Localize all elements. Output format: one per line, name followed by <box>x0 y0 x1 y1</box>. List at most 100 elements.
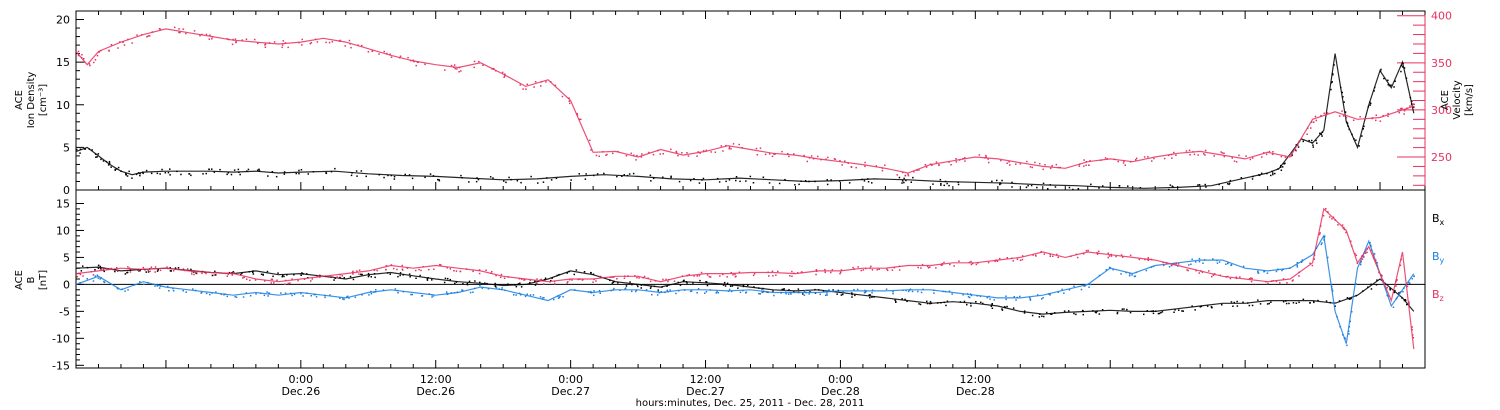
legend-entry-sub: x <box>1440 218 1445 227</box>
data-point <box>1019 163 1022 165</box>
data-point <box>540 81 543 83</box>
data-point <box>284 279 287 282</box>
data-point <box>967 296 970 298</box>
data-point <box>869 267 871 269</box>
data-point <box>301 38 303 41</box>
data-point <box>1046 311 1048 314</box>
data-point <box>1315 247 1318 249</box>
data-point <box>312 171 315 173</box>
data-point <box>1004 306 1006 309</box>
data-point <box>719 275 721 277</box>
data-point <box>1029 296 1031 299</box>
data-point <box>728 146 731 148</box>
data-point <box>1059 166 1061 169</box>
data-point <box>526 293 528 295</box>
data-point <box>315 296 318 298</box>
data-point <box>1029 166 1032 168</box>
data-point <box>282 40 284 42</box>
data-point <box>871 269 874 271</box>
data-point <box>1311 142 1313 144</box>
data-point <box>1392 306 1395 308</box>
data-point <box>420 269 422 272</box>
data-point <box>520 181 522 184</box>
data-point <box>1274 172 1276 175</box>
data-point <box>942 290 944 293</box>
data-point <box>478 60 480 63</box>
data-point <box>871 292 873 294</box>
data-point <box>114 270 116 273</box>
data-point <box>1366 251 1368 254</box>
data-point <box>352 270 354 273</box>
data-point <box>248 271 251 273</box>
data-point <box>346 296 348 298</box>
data-point <box>390 56 393 58</box>
data-point <box>1218 261 1221 263</box>
data-point <box>1375 260 1377 262</box>
data-point <box>1230 263 1233 266</box>
data-point <box>365 175 367 178</box>
data-point <box>1228 183 1230 186</box>
data-point <box>235 41 237 43</box>
data-point <box>1129 311 1132 314</box>
data-point <box>1409 96 1412 99</box>
data-point <box>446 291 448 293</box>
data-point <box>141 34 143 36</box>
x-tick-time-label: 12:00 <box>690 373 722 386</box>
data-point <box>458 71 460 73</box>
data-point <box>559 295 561 298</box>
data-point <box>558 273 560 276</box>
series-Bz-trace <box>75 207 1415 350</box>
data-point <box>613 280 615 283</box>
data-point <box>871 182 873 184</box>
data-point <box>1374 86 1376 89</box>
data-point <box>143 283 145 285</box>
data-point <box>402 291 405 293</box>
data-point <box>151 31 154 33</box>
density-axis-title-line1: ACE <box>14 90 25 110</box>
data-point <box>1034 161 1036 164</box>
data-point <box>1042 182 1045 185</box>
density-y-tick-label: 0 <box>63 184 70 197</box>
data-point <box>281 46 283 49</box>
x-axis-title: hours:minutes, Dec. 25, 2011 - Dec. 28, … <box>636 398 865 409</box>
data-point <box>1325 208 1327 210</box>
data-point <box>190 268 192 271</box>
data-point <box>938 164 940 166</box>
b-y-tick-label: -15 <box>52 359 70 372</box>
data-point <box>593 174 595 177</box>
data-point <box>864 289 866 292</box>
data-point <box>623 277 626 279</box>
data-point <box>988 295 990 298</box>
data-point <box>557 295 559 297</box>
data-point <box>1362 128 1364 130</box>
data-point <box>774 153 776 155</box>
data-point <box>401 269 404 271</box>
data-point <box>1352 119 1355 121</box>
data-point <box>901 171 904 174</box>
data-point <box>226 295 228 298</box>
data-point <box>898 269 901 271</box>
data-point <box>472 291 474 293</box>
data-point <box>966 293 969 295</box>
data-point <box>1160 312 1162 314</box>
data-point <box>1319 232 1321 234</box>
data-point <box>908 289 911 291</box>
data-point <box>590 292 593 294</box>
data-point <box>268 42 271 44</box>
data-point <box>494 282 496 285</box>
data-point <box>477 178 480 181</box>
data-point <box>1175 262 1178 265</box>
data-point <box>970 263 973 266</box>
data-point <box>689 290 692 293</box>
data-point <box>135 173 138 176</box>
data-point <box>710 151 712 153</box>
data-point <box>1257 271 1259 274</box>
data-point <box>1015 299 1017 301</box>
data-point <box>393 176 396 178</box>
data-point <box>339 276 341 279</box>
data-point <box>790 293 792 295</box>
data-point <box>725 144 727 147</box>
data-point <box>81 54 83 56</box>
data-point <box>1229 179 1232 182</box>
data-point <box>233 169 236 171</box>
